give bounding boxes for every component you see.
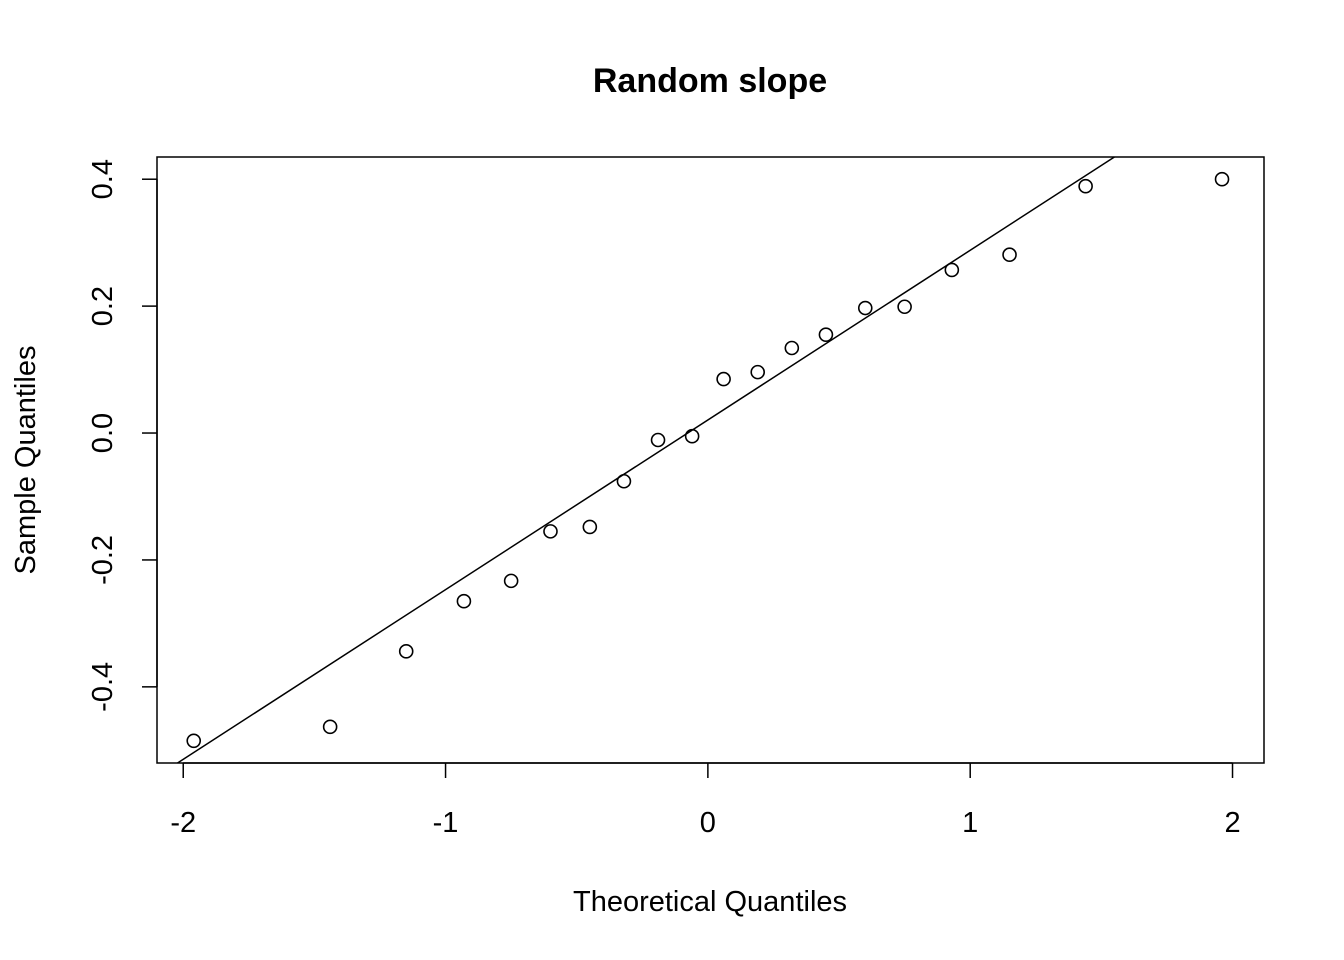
data-point <box>543 524 558 539</box>
data-point <box>322 719 338 735</box>
y-tick-label: -0.2 <box>87 535 119 585</box>
x-tick-label: 0 <box>700 807 716 839</box>
data-point <box>716 371 731 387</box>
data-point <box>944 262 960 278</box>
x-tick-label: 2 <box>1224 807 1240 839</box>
x-tick-label: -2 <box>170 807 196 839</box>
data-point <box>818 327 834 342</box>
data-point <box>650 432 666 448</box>
x-axis: -2 -1 0 1 2 <box>170 762 1241 839</box>
data-point <box>398 644 414 659</box>
data-point <box>582 519 598 535</box>
data-point <box>616 473 632 489</box>
y-tick-label: -0.4 <box>87 662 119 712</box>
chart-title: Random slope <box>593 62 827 100</box>
data-point <box>1078 178 1093 194</box>
x-axis-label: Theoretical Quantiles <box>573 886 847 918</box>
data-points <box>186 171 1230 749</box>
y-tick-label: 0.4 <box>87 159 119 199</box>
y-axis: -0.4 -0.2 0.0 0.2 0.4 <box>87 159 158 712</box>
data-point <box>857 300 873 316</box>
data-point <box>186 733 202 749</box>
data-point <box>784 340 800 356</box>
x-tick-label: -1 <box>433 807 459 839</box>
reference-line-group <box>177 156 1115 764</box>
data-point <box>684 428 700 444</box>
data-point <box>503 573 519 589</box>
data-point <box>456 593 472 609</box>
x-tick-label: 1 <box>962 807 978 839</box>
data-point <box>750 364 766 380</box>
plot-frame <box>156 156 1265 764</box>
reference-line <box>177 156 1115 764</box>
y-tick-label: 0.0 <box>87 413 119 453</box>
y-axis-label: Sample Quantiles <box>10 346 42 575</box>
data-point <box>897 299 912 315</box>
data-point <box>1002 247 1017 263</box>
y-tick-label: 0.2 <box>87 286 119 326</box>
data-point <box>1214 171 1230 187</box>
